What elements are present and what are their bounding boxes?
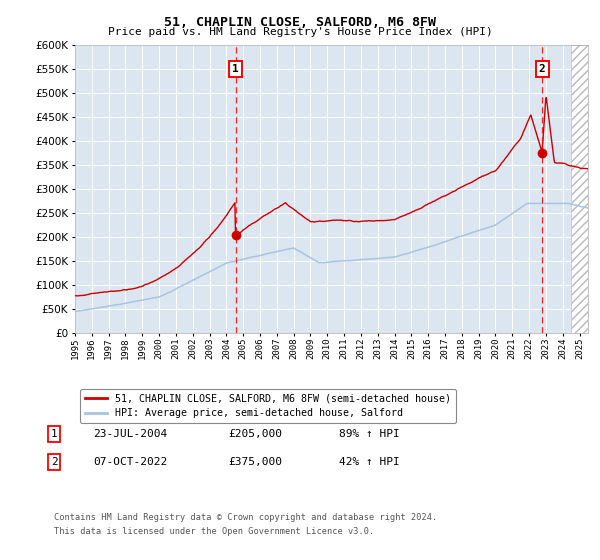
Legend: 51, CHAPLIN CLOSE, SALFORD, M6 8FW (semi-detached house), HPI: Average price, se: 51, CHAPLIN CLOSE, SALFORD, M6 8FW (semi… [80,389,456,423]
Text: 89% ↑ HPI: 89% ↑ HPI [339,429,400,439]
Bar [571,45,596,333]
Text: 23-JUL-2004: 23-JUL-2004 [93,429,167,439]
Text: Price paid vs. HM Land Registry's House Price Index (HPI): Price paid vs. HM Land Registry's House … [107,27,493,37]
Text: 1: 1 [50,429,58,439]
Text: 07-OCT-2022: 07-OCT-2022 [93,457,167,467]
Text: 1: 1 [232,64,239,74]
Text: 2: 2 [50,457,58,467]
Text: £375,000: £375,000 [228,457,282,467]
Text: 51, CHAPLIN CLOSE, SALFORD, M6 8FW: 51, CHAPLIN CLOSE, SALFORD, M6 8FW [164,16,436,29]
Text: 2: 2 [539,64,545,74]
Text: 42% ↑ HPI: 42% ↑ HPI [339,457,400,467]
Text: Contains HM Land Registry data © Crown copyright and database right 2024.: Contains HM Land Registry data © Crown c… [54,513,437,522]
Text: £205,000: £205,000 [228,429,282,439]
Text: This data is licensed under the Open Government Licence v3.0.: This data is licensed under the Open Gov… [54,528,374,536]
